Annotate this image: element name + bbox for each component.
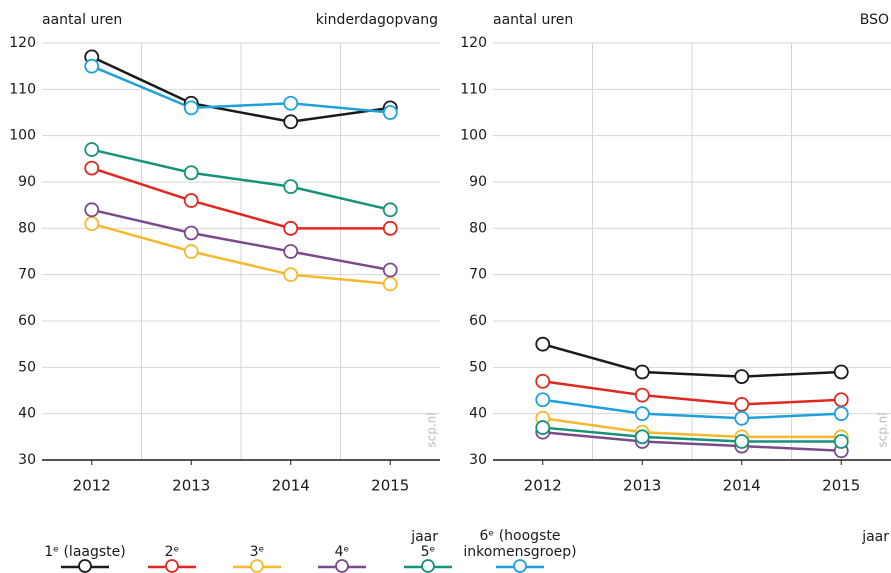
data-point: [283, 179, 299, 195]
legend-label: 4ᵉ: [334, 544, 350, 560]
data-point: [183, 165, 199, 181]
y-tick-label: 70: [18, 267, 36, 283]
data-point: [183, 100, 199, 116]
series-line: [542, 342, 842, 378]
data-point: [382, 220, 398, 236]
data-point: [183, 244, 199, 259]
x-axis-label: jaar: [410, 529, 438, 545]
data-point: [283, 267, 299, 283]
data-point: [833, 406, 849, 422]
data-point: [535, 336, 551, 352]
y-tick-label: 80: [18, 220, 36, 236]
watermark: scp.nl: [876, 412, 890, 447]
y-tick-label: 30: [469, 452, 487, 468]
data-point: [283, 220, 299, 236]
series-line: [91, 65, 391, 114]
legend-swatch-marker: [421, 559, 435, 573]
legend-label: 1ᵉ (laagste): [44, 544, 126, 560]
data-point: [84, 58, 100, 74]
data-point: [84, 142, 100, 157]
data-point: [634, 364, 650, 380]
y-tick-label: 100: [9, 128, 36, 144]
x-tick-label: 2014: [723, 477, 761, 495]
legend-swatch-marker: [78, 559, 92, 573]
series-line: [542, 430, 842, 452]
y-axis-label: aantal uren: [42, 12, 122, 28]
data-point: [734, 410, 750, 426]
data-point: [833, 392, 849, 408]
y-tick-label: 30: [18, 452, 36, 468]
y-axis-label: aantal uren: [493, 12, 573, 28]
y-tick-label: 80: [469, 220, 487, 236]
data-point: [382, 262, 398, 278]
x-axis-label: jaar: [861, 529, 889, 545]
data-point: [283, 114, 299, 130]
legend-swatch-marker: [513, 559, 527, 573]
data-point: [283, 95, 299, 111]
y-tick-label: 90: [469, 174, 487, 190]
series-line: [91, 222, 391, 286]
series-line: [542, 426, 842, 443]
data-point: [634, 406, 650, 422]
x-tick-label: 2012: [524, 477, 562, 495]
legend-swatch-marker: [165, 559, 179, 573]
data-point: [382, 105, 398, 120]
y-tick-label: 110: [460, 81, 487, 97]
y-tick-label: 100: [460, 128, 487, 144]
data-point: [734, 369, 750, 385]
data-point: [833, 434, 849, 449]
y-tick-label: 70: [469, 267, 487, 283]
y-tick-label: 90: [18, 174, 36, 190]
data-point: [283, 244, 299, 259]
series-line: [91, 55, 391, 124]
data-point: [382, 276, 398, 292]
x-tick-label: 2015: [371, 477, 409, 495]
data-point: [183, 225, 199, 241]
data-point: [535, 373, 551, 389]
watermark: scp.nl: [425, 412, 439, 447]
series-line: [91, 208, 391, 272]
data-point: [734, 396, 750, 412]
y-tick-label: 60: [18, 313, 36, 329]
x-tick-label: 2015: [822, 477, 860, 495]
y-tick-label: 60: [469, 313, 487, 329]
chart-title: BSO: [860, 12, 889, 28]
x-tick-label: 2012: [73, 477, 111, 495]
data-point: [535, 420, 551, 435]
x-tick-label: 2013: [623, 477, 661, 495]
y-tick-label: 120: [9, 35, 36, 51]
y-tick-label: 50: [469, 359, 487, 375]
data-point: [382, 202, 398, 218]
legend-label: 2ᵉ: [164, 544, 180, 560]
data-point: [84, 160, 100, 176]
data-point: [634, 387, 650, 403]
data-point: [84, 216, 100, 232]
legend-label: 3ᵉ: [249, 544, 265, 560]
data-point: [183, 193, 199, 208]
legend-label: 6ᵉ (hoogste inkomensgroep): [463, 528, 577, 560]
series-line: [91, 148, 391, 212]
y-tick-label: 40: [469, 406, 487, 422]
legend-label: 5ᵉ: [420, 544, 436, 560]
legend-swatch-marker: [335, 559, 349, 573]
data-point: [833, 364, 849, 380]
x-tick-label: 2014: [272, 477, 310, 495]
data-point: [84, 202, 100, 218]
series-line: [542, 379, 842, 406]
y-tick-label: 120: [460, 35, 487, 51]
series-line: [542, 398, 842, 420]
data-point: [535, 392, 551, 408]
series-line: [91, 166, 391, 230]
y-tick-label: 50: [18, 359, 36, 375]
y-tick-label: 110: [9, 81, 36, 97]
data-point: [734, 434, 750, 449]
chart-title: kinderdagopvang: [316, 12, 438, 28]
data-point: [634, 429, 650, 445]
legend-swatch-marker: [250, 559, 264, 573]
y-tick-label: 40: [18, 406, 36, 422]
x-tick-label: 2013: [172, 477, 210, 495]
series-line: [542, 417, 842, 439]
